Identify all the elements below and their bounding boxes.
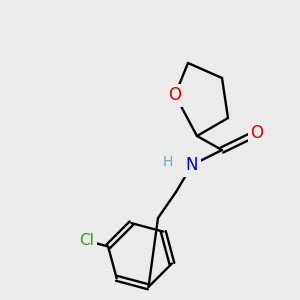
- Text: N: N: [186, 156, 198, 174]
- Text: O: O: [169, 86, 182, 104]
- Text: Cl: Cl: [80, 233, 94, 248]
- Text: O: O: [250, 124, 263, 142]
- Text: H: H: [163, 155, 173, 169]
